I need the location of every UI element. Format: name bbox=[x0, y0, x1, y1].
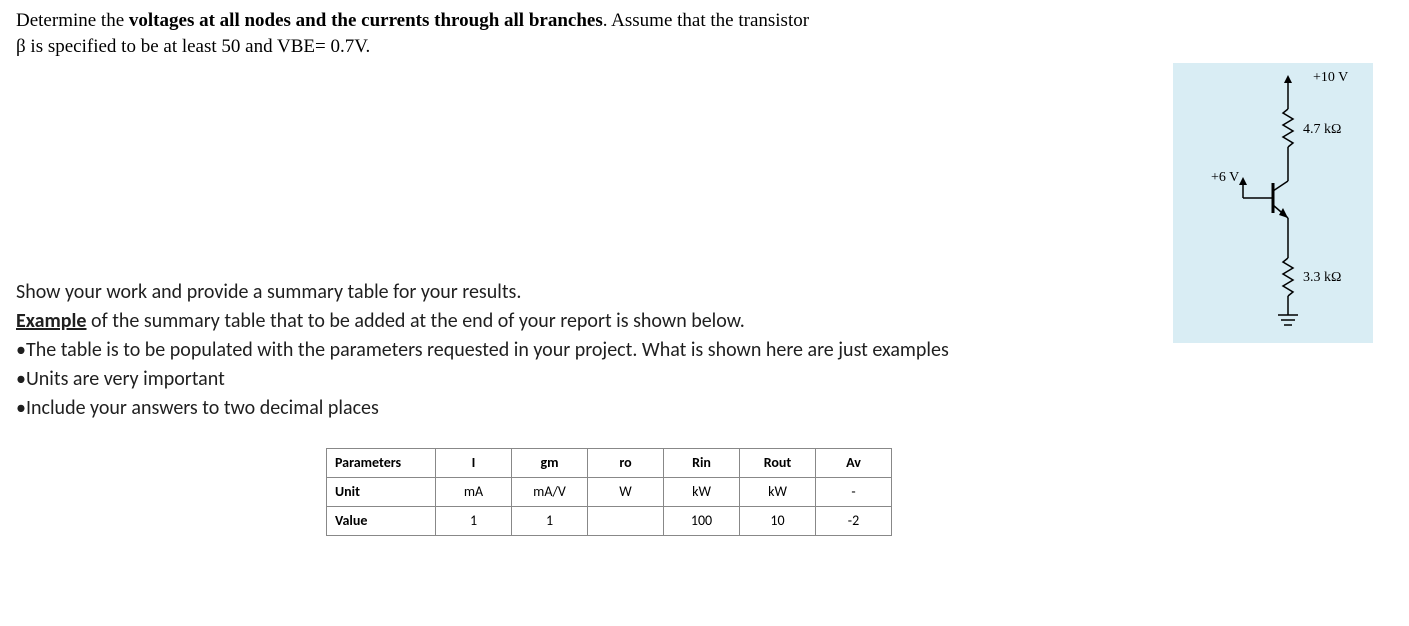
bullet-2: •Units are very important bbox=[16, 366, 1163, 393]
val-ro bbox=[588, 507, 664, 536]
problem-text-pre: Determine the bbox=[16, 10, 129, 31]
instr-line2: Example of the summary table that to be … bbox=[16, 308, 1163, 335]
unit-I: mA bbox=[436, 478, 512, 507]
table-header-row: Parameters I gm ro Rin Rout Av bbox=[327, 449, 892, 478]
supply-label: +10 V bbox=[1313, 70, 1348, 85]
val-Rout: 10 bbox=[740, 507, 816, 536]
table-value-row: Value 1 1 100 10 -2 bbox=[327, 507, 892, 536]
instr-line1: Show your work and provide a summary tab… bbox=[16, 279, 1163, 306]
val-I: 1 bbox=[436, 507, 512, 536]
left-column: Show your work and provide a summary tab… bbox=[16, 67, 1173, 424]
value-label: Value bbox=[327, 507, 436, 536]
val-Av: -2 bbox=[816, 507, 892, 536]
unit-Rin: kW bbox=[664, 478, 740, 507]
unit-Av: - bbox=[816, 478, 892, 507]
val-Rin: 100 bbox=[664, 507, 740, 536]
unit-gm: mA/V bbox=[512, 478, 588, 507]
problem-text-bold: voltages at all nodes and the currents t… bbox=[129, 10, 603, 31]
unit-label: Unit bbox=[327, 478, 436, 507]
content-row: Show your work and provide a summary tab… bbox=[16, 67, 1393, 424]
table-unit-row: Unit mA mA/V W kW kW - bbox=[327, 478, 892, 507]
th-Av: Av bbox=[816, 449, 892, 478]
instructions-block: Show your work and provide a summary tab… bbox=[16, 279, 1163, 422]
th-ro: ro bbox=[588, 449, 664, 478]
summary-table-wrap: Parameters I gm ro Rin Rout Av Unit mA m… bbox=[16, 448, 1393, 536]
th-gm: gm bbox=[512, 449, 588, 478]
bullet-3: •Include your answers to two decimal pla… bbox=[16, 395, 1163, 422]
circuit-diagram: +10 V 4.7 kΩ +6 V bbox=[1173, 63, 1373, 343]
unit-Rout: kW bbox=[740, 478, 816, 507]
th-I: I bbox=[436, 449, 512, 478]
th-Rin: Rin bbox=[664, 449, 740, 478]
vb-label: +6 V bbox=[1211, 170, 1239, 185]
instr-line2-rest: of the summary table that to be added at… bbox=[87, 309, 745, 333]
val-gm: 1 bbox=[512, 507, 588, 536]
example-label: Example bbox=[16, 309, 87, 333]
th-Rout: Rout bbox=[740, 449, 816, 478]
problem-text-post: . Assume that the transistor bbox=[603, 10, 809, 31]
problem-statement: Determine the voltages at all nodes and … bbox=[16, 8, 1393, 59]
unit-ro: W bbox=[588, 478, 664, 507]
th-parameters: Parameters bbox=[327, 449, 436, 478]
rc-label: 4.7 kΩ bbox=[1303, 122, 1341, 137]
circuit-svg: +10 V 4.7 kΩ +6 V bbox=[1173, 63, 1373, 343]
spacer bbox=[16, 67, 1163, 277]
re-label: 3.3 kΩ bbox=[1303, 270, 1341, 285]
problem-line2: β is specified to be at least 50 and VBE… bbox=[16, 36, 370, 57]
bullet-1: •The table is to be populated with the p… bbox=[16, 337, 1163, 364]
summary-table: Parameters I gm ro Rin Rout Av Unit mA m… bbox=[326, 448, 892, 536]
